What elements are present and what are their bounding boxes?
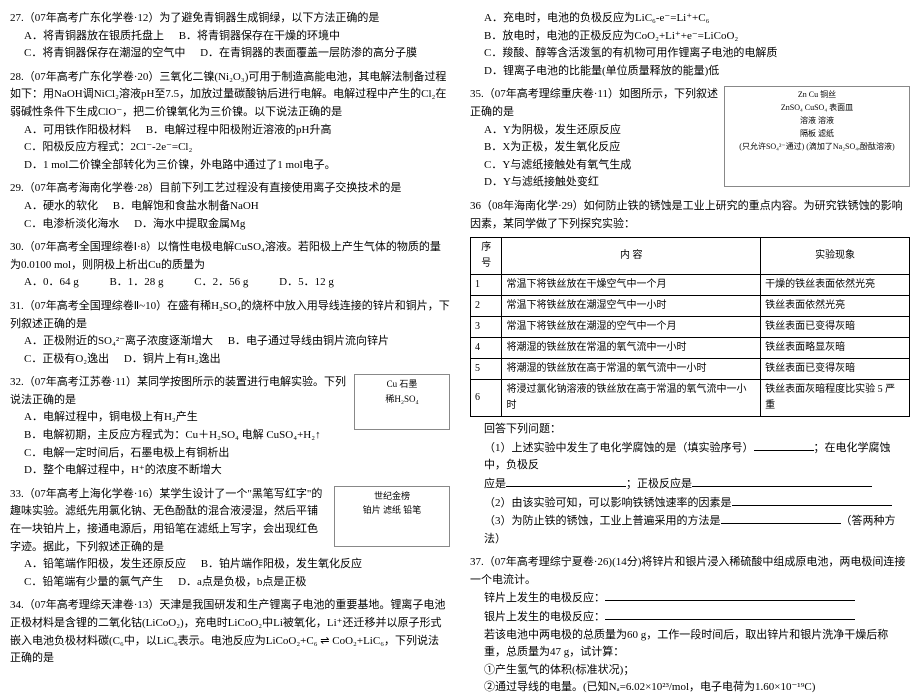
q34b-d: D．锂离子电池的比能量(单位质量释放的能量)低 <box>484 63 910 81</box>
q29-a: A．硬水的软化 <box>24 198 98 216</box>
q34-title: 34.（07年高考理综天津卷·13）天津是我国研发和生产锂离子电池的重要基地。锂… <box>10 597 450 667</box>
table-row: 1常温下将铁丝放在干燥空气中一个月干燥的铁丝表面依然光亮 <box>471 275 910 296</box>
blank[interactable] <box>605 589 855 601</box>
q30-a: A．0．64 g <box>24 274 79 292</box>
q36-q1c: 应是 <box>484 478 506 490</box>
left-column: 27.（07年高考广东化学卷·12）为了避免青铜器生成铜绿，以下方法正确的是 A… <box>10 10 450 640</box>
q27-d: D．在青铜器的表面覆盖一层防渗的高分子膜 <box>200 45 417 63</box>
q34b: A．充电时，电池的负极反应为LiC₆-e⁻=Li⁺+C₆ B．放电时，电池的正极… <box>470 10 910 80</box>
q34b-opts: A．充电时，电池的负极反应为LiC₆-e⁻=Li⁺+C₆ B．放电时，电池的正极… <box>470 10 910 80</box>
q30-opts: A．0．64 g B．1．28 g C．2．56 g D．5．12 g <box>10 274 450 292</box>
q37-l3: 若该电池中两电极的总质量为60 g，工作一段时间后，取出锌片和银片洗净干燥后称重… <box>484 629 888 659</box>
q28: 28.（07年高考广东化学卷·20）三氧化二镍(Ni₂O₃)可用于制造高能电池，… <box>10 69 450 175</box>
q27-c: C．将青铜器保存在潮湿的空气中 <box>24 45 185 63</box>
q29-d: D．海水中提取金属Mg <box>134 216 245 234</box>
q37: 37.（07年高考理综宁夏卷·26)(14分)将锌片和银片浸入稀硫酸中组成原电池… <box>470 554 910 697</box>
q28-c: C．阳极反应方程式：2Cl⁻-2e⁻=Cl₂ <box>24 139 450 157</box>
q32-d: D．整个电解过程中，H⁺的浓度不断增大 <box>24 462 450 480</box>
table-row: 3常温下将铁丝放在潮湿的空气中一个月铁丝表面已变得灰暗 <box>471 317 910 338</box>
table-row: 5将潮湿的铁丝放在高于常温的氧气流中一小时铁丝表面已变得灰暗 <box>471 359 910 380</box>
q27-opts: A．将青铜器放在银质托盘上 B．将青铜器保存在干燥的环境中 C．将青铜器保存在潮… <box>10 28 450 63</box>
q31-opts: A．正极附近的SO₄²⁻离子浓度逐渐增大 B．电子通过导线由铜片流向锌片 C．正… <box>10 333 450 368</box>
q30-b: B．1．28 g <box>109 274 163 292</box>
q31-d: D．铜片上有H₂逸出 <box>124 351 221 369</box>
q36-table: 序 号内 容实验现象 1常温下将铁丝放在干燥空气中一个月干燥的铁丝表面依然光亮 … <box>470 237 910 417</box>
q32-c: C．电解一定时间后，石墨电极上有铜析出 <box>24 445 450 463</box>
q34: 34.（07年高考理综天津卷·13）天津是我国研发和生产锂离子电池的重要基地。锂… <box>10 597 450 667</box>
q33-c: C．铅笔端有少量的氯气产生 <box>24 574 163 592</box>
table-row: 6将浸过氯化钠溶液的铁丝放在高于常温的氧气流中一小时铁丝表面灰暗程度比实验 5 … <box>471 380 910 417</box>
q30-c: C．2．56 g <box>194 274 248 292</box>
q27-a: A．将青铜器放在银质托盘上 <box>24 28 164 46</box>
q36-q1a: （1）上述实验中发生了电化学腐蚀的是（填实验序号） <box>484 442 754 454</box>
q31: 31.（07年高考全国理综卷Ⅱ~10）在盛有稀H₂SO₄的烧杯中放入用导线连接的… <box>10 298 450 368</box>
q37-title: 37.（07年高考理综宁夏卷·26)(14分)将锌片和银片浸入稀硫酸中组成原电池… <box>470 554 910 589</box>
blank[interactable] <box>754 439 814 451</box>
q28-b: B．电解过程中阳极附近溶液的pH升高 <box>146 122 332 140</box>
q36-col1: 内 容 <box>502 238 761 275</box>
q33-a: A．铅笔端作阳极，发生还原反应 <box>24 556 186 574</box>
q37-body: 锌片上发生的电极反应： 银片上发生的电极反应： 若该电池中两电极的总质量为60 … <box>470 589 910 697</box>
blank[interactable] <box>732 494 892 506</box>
q32-diagram: Cu 石墨 稀H₂SO₄ <box>354 374 450 430</box>
q36-q2: （2）由该实验可知，可以影响铁锈蚀速率的因素是 <box>484 497 732 509</box>
q29-c: C．电渗析淡化海水 <box>24 216 119 234</box>
table-row: 2常温下将铁丝放在潮湿空气中一小时铁丝表面依然光亮 <box>471 296 910 317</box>
q27-title: 27.（07年高考广东化学卷·12）为了避免青铜器生成铜绿，以下方法正确的是 <box>10 10 450 28</box>
q37-l2: 银片上发生的电极反应： <box>484 611 605 623</box>
q37-l4: ①产生氢气的体积(标准状况)； <box>484 664 634 676</box>
q30-d: D．5．12 g <box>279 274 334 292</box>
q28-a: A．可用铁作阳极材料 <box>24 122 131 140</box>
q27: 27.（07年高考广东化学卷·12）为了避免青铜器生成铜绿，以下方法正确的是 A… <box>10 10 450 63</box>
q36-col2: 实验现象 <box>761 238 910 275</box>
q35: Zn Cu 铜丝 ZnSO₄ CuSO₄ 表面皿 溶液 溶液 隔板 滤纸 (只允… <box>470 86 910 192</box>
q29: 29.（07年高考海南化学卷·28）目前下列工艺过程没有直接使用离子交换技术的是… <box>10 180 450 233</box>
q36-post: 回答下列问题： <box>484 423 561 435</box>
q36-title: 36（08年海南化学·29）如何防止铁的锈蚀是工业上研究的重点内容。为研究铁锈蚀… <box>470 198 910 233</box>
q28-d: D．1 mol二价镍全部转化为三价镍，外电路中通过了1 mol电子。 <box>24 157 450 175</box>
q36-col0: 序 号 <box>471 238 502 275</box>
blank[interactable] <box>692 475 872 487</box>
q36: 36（08年海南化学·29）如何防止铁的锈蚀是工业上研究的重点内容。为研究铁锈蚀… <box>470 198 910 548</box>
q33: 世纪金榜 铂片 滤纸 铅笔 33.（07年高考上海化学卷·16）某学生设计了一个… <box>10 486 450 592</box>
q31-a: A．正极附近的SO₄²⁻离子浓度逐渐增大 <box>24 333 213 351</box>
q37-l5: ②通过导线的电量。(已知Nₐ=6.02×10²³/mol，电子电荷为1.60×1… <box>484 681 815 693</box>
q33-d: D．a点是负极，b点是正极 <box>178 574 306 592</box>
q33-diagram: 世纪金榜 铂片 滤纸 铅笔 <box>334 486 450 547</box>
q36-questions: 回答下列问题： （1）上述实验中发生了电化学腐蚀的是（填实验序号）；在电化学腐蚀… <box>470 421 910 548</box>
q29-title: 29.（07年高考海南化学卷·28）目前下列工艺过程没有直接使用离子交换技术的是 <box>10 180 450 198</box>
q35-diagram: Zn Cu 铜丝 ZnSO₄ CuSO₄ 表面皿 溶液 溶液 隔板 滤纸 (只允… <box>724 86 910 187</box>
q33-b: B．铂片端作阳极，发生氧化反应 <box>201 556 362 574</box>
q29-b: B．电解饱和食盐水制备NaOH <box>113 198 259 216</box>
q31-c: C．正极有O₂逸出 <box>24 351 109 369</box>
q34b-a: A．充电时，电池的负极反应为LiC₆-e⁻=Li⁺+C₆ <box>484 10 910 28</box>
q27-b: B．将青铜器保存在干燥的环境中 <box>179 28 340 46</box>
q36-q1d: ；正极反应是 <box>626 478 692 490</box>
q37-l1: 锌片上发生的电极反应： <box>484 592 605 604</box>
table-row: 4将潮湿的铁丝放在常温的氧气流中一小时铁丝表面略显灰暗 <box>471 338 910 359</box>
q32: Cu 石墨 稀H₂SO₄ 32.（07年高考江苏卷·11）某同学按图所示的装置进… <box>10 374 450 480</box>
q31-b: B．电子通过导线由铜片流向锌片 <box>228 333 389 351</box>
q29-opts: A．硬水的软化 B．电解饱和食盐水制备NaOH C．电渗析淡化海水 D．海水中提… <box>10 198 450 233</box>
q34b-b: B．放电时，电池的正极反应为CoO₂+Li⁺+e⁻=LiCoO₂ <box>484 28 910 46</box>
blank[interactable] <box>721 512 841 524</box>
right-column: A．充电时，电池的负极反应为LiC₆-e⁻=Li⁺+C₆ B．放电时，电池的正极… <box>470 10 910 640</box>
q28-opts: A．可用铁作阳极材料 B．电解过程中阳极附近溶液的pH升高 C．阳极反应方程式：… <box>10 122 450 175</box>
q28-title: 28.（07年高考广东化学卷·20）三氧化二镍(Ni₂O₃)可用于制造高能电池，… <box>10 69 450 122</box>
q33-opts: A．铅笔端作阳极，发生还原反应 B．铂片端作阳极，发生氧化反应 C．铅笔端有少量… <box>10 556 450 591</box>
q36-q3: （3）为防止铁的锈蚀，工业上普遍采用的方法是 <box>484 515 721 527</box>
blank[interactable] <box>605 608 855 620</box>
q31-title: 31.（07年高考全国理综卷Ⅱ~10）在盛有稀H₂SO₄的烧杯中放入用导线连接的… <box>10 298 450 333</box>
q34b-c: C．羧酸、醇等含活泼氢的有机物可用作锂离子电池的电解质 <box>484 45 910 63</box>
q30-title: 30.（07年高考全国理综卷Ⅰ·8）以惰性电极电解CuSO₄溶液。若阳极上产生气… <box>10 239 450 274</box>
q30: 30.（07年高考全国理综卷Ⅰ·8）以惰性电极电解CuSO₄溶液。若阳极上产生气… <box>10 239 450 292</box>
blank[interactable] <box>506 475 626 487</box>
